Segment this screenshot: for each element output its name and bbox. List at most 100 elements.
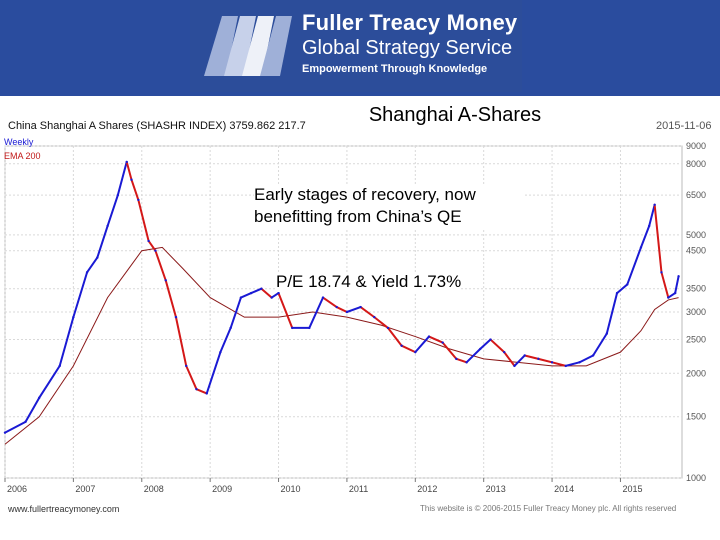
weekly-point: [85, 271, 89, 274]
weekly-segment: [24, 396, 41, 423]
brand-subtitle: Global Strategy Service: [302, 37, 513, 59]
weekly-segment: [174, 316, 188, 367]
weekly-segment: [626, 246, 642, 286]
weekly-point: [489, 338, 492, 341]
y-tick-label: 1500: [686, 412, 706, 422]
weekly-point: [174, 315, 178, 319]
weekly-point: [219, 350, 222, 354]
weekly-point: [72, 315, 75, 319]
weekly-point: [653, 203, 656, 206]
weekly-segment: [58, 316, 75, 367]
weekly-point: [147, 239, 150, 243]
weekly-segment: [386, 326, 403, 347]
weekly-point: [260, 287, 263, 290]
weekly-point: [427, 335, 431, 338]
weekly-segment: [674, 275, 680, 295]
weekly-segment: [164, 279, 177, 319]
y-tick-label: 3500: [686, 284, 706, 294]
weekly-segment: [605, 292, 619, 335]
weekly-point: [308, 326, 311, 330]
weekly-point: [205, 392, 208, 395]
weekly-segment: [106, 194, 119, 228]
weekly-segment: [551, 361, 567, 367]
weekly-point: [441, 341, 444, 344]
weekly-segment: [465, 347, 482, 364]
header-band: Fuller Treacy Money Global Strategy Serv…: [0, 0, 720, 96]
weekly-segment: [578, 354, 595, 364]
weekly-segment: [260, 287, 273, 299]
chart-title: China Shanghai A Shares (SHASHR INDEX) 3…: [8, 120, 306, 132]
weekly-segment: [4, 420, 27, 434]
weekly-segment: [345, 306, 362, 313]
weekly-segment: [523, 354, 540, 360]
weekly-point: [647, 224, 651, 228]
y-tick-label: 2000: [686, 368, 706, 378]
footer-copyright: This website is © 2006-2015 Fuller Treac…: [420, 504, 677, 513]
x-tick-label: 2008: [144, 484, 164, 494]
legend-ema: EMA 200: [4, 151, 41, 161]
weekly-point: [615, 291, 619, 295]
weekly-segment: [321, 296, 338, 309]
weekly-segment: [653, 203, 663, 274]
weekly-point: [677, 275, 680, 278]
weekly-point: [249, 291, 253, 295]
weekly-point: [564, 364, 567, 368]
recovery-line-1: Early stages of recovery, now: [254, 185, 476, 204]
weekly-segment: [72, 271, 89, 319]
weekly-point: [345, 310, 349, 314]
weekly-segment: [137, 198, 150, 242]
weekly-segment: [116, 160, 128, 197]
weekly-segment: [205, 351, 222, 395]
weekly-point: [523, 354, 526, 357]
weekly-point: [465, 361, 468, 364]
chart-date: 2015-11-06: [656, 120, 712, 132]
weekly-segment: [335, 306, 348, 313]
x-tick-label: 2010: [281, 484, 301, 494]
weekly-point: [37, 396, 41, 400]
weekly-segment: [250, 287, 263, 295]
weekly-point: [359, 305, 362, 309]
weekly-segment: [308, 296, 324, 329]
x-tick-label: 2014: [554, 484, 574, 494]
weekly-segment: [667, 292, 677, 299]
weekly-point: [513, 364, 516, 368]
weekly-segment: [564, 361, 581, 367]
weekly-point: [605, 332, 608, 335]
weekly-point: [164, 279, 167, 282]
weekly-segment: [513, 354, 526, 367]
weekly-point: [673, 291, 677, 295]
x-tick-label: 2007: [75, 484, 95, 494]
weekly-point: [116, 193, 120, 197]
ftm-logo-mark-icon: [204, 16, 292, 76]
brand-name: Fuller Treacy Money: [302, 10, 518, 35]
footer-website[interactable]: www.fullertreacymoney.com: [8, 504, 120, 514]
weekly-point: [270, 296, 273, 299]
weekly-segment: [489, 338, 506, 354]
y-tick-label: 5000: [686, 230, 706, 240]
weekly-point: [130, 178, 133, 181]
weekly-point: [154, 249, 157, 252]
ema-200-line: [4, 246, 679, 445]
weekly-segment: [616, 283, 629, 295]
weekly-point: [58, 364, 61, 368]
weekly-point: [96, 256, 99, 259]
x-tick-label: 2013: [486, 484, 506, 494]
slide-title: Shanghai A-Shares: [340, 104, 570, 127]
weekly-segment: [414, 335, 430, 354]
legend-weekly: Weekly: [4, 137, 34, 147]
weekly-segment: [503, 351, 516, 367]
weekly-segment: [185, 364, 198, 391]
weekly-segment: [96, 225, 109, 259]
weekly-point: [591, 354, 595, 357]
weekly-point: [386, 326, 390, 330]
weekly-point: [229, 326, 232, 330]
weekly-point: [660, 271, 663, 274]
weekly-segment: [648, 203, 656, 228]
weekly-point: [321, 296, 325, 299]
weekly-point: [125, 160, 128, 164]
weekly-segment: [229, 296, 242, 329]
weekly-point: [137, 198, 140, 202]
weekly-segment: [639, 225, 651, 249]
x-tick-label: 2015: [622, 484, 642, 494]
